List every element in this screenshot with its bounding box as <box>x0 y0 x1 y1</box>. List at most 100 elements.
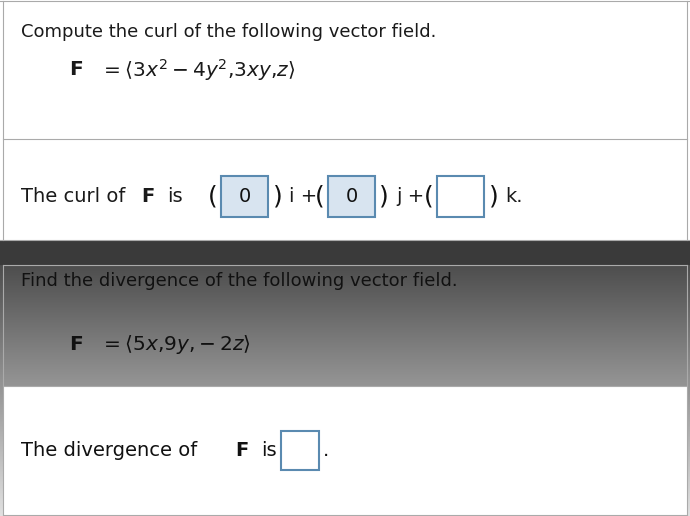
Polygon shape <box>0 266 690 268</box>
Bar <box>0 240 690 265</box>
Polygon shape <box>0 394 690 395</box>
Polygon shape <box>0 415 690 417</box>
Polygon shape <box>0 464 690 466</box>
Polygon shape <box>0 353 690 355</box>
Polygon shape <box>0 508 690 509</box>
Polygon shape <box>0 384 690 385</box>
Polygon shape <box>0 332 690 333</box>
Polygon shape <box>0 446 690 447</box>
Polygon shape <box>0 421 690 422</box>
Text: j +: j + <box>396 187 424 206</box>
Polygon shape <box>0 417 690 419</box>
Polygon shape <box>0 407 690 409</box>
Polygon shape <box>0 424 690 426</box>
Polygon shape <box>0 357 690 359</box>
Polygon shape <box>0 410 690 412</box>
Polygon shape <box>0 514 690 516</box>
Polygon shape <box>0 312 690 313</box>
Polygon shape <box>0 469 690 471</box>
Polygon shape <box>0 430 690 432</box>
Polygon shape <box>0 427 690 429</box>
Polygon shape <box>0 491 690 493</box>
Polygon shape <box>0 318 690 320</box>
Polygon shape <box>0 400 690 402</box>
Polygon shape <box>0 484 690 486</box>
Polygon shape <box>0 310 690 312</box>
Polygon shape <box>0 442 690 444</box>
Polygon shape <box>0 280 690 281</box>
Polygon shape <box>0 365 690 367</box>
Polygon shape <box>0 295 690 297</box>
Polygon shape <box>0 477 690 479</box>
Polygon shape <box>0 489 690 491</box>
Polygon shape <box>0 324 690 325</box>
Polygon shape <box>0 293 690 295</box>
Polygon shape <box>0 402 690 404</box>
Polygon shape <box>0 439 690 441</box>
Polygon shape <box>0 501 690 503</box>
Polygon shape <box>0 392 690 394</box>
Polygon shape <box>0 370 690 372</box>
Polygon shape <box>0 303 690 305</box>
Polygon shape <box>0 271 690 273</box>
Polygon shape <box>0 337 690 338</box>
Polygon shape <box>0 335 690 337</box>
Polygon shape <box>0 327 690 328</box>
Text: 0: 0 <box>346 187 358 206</box>
Polygon shape <box>0 412 690 414</box>
Polygon shape <box>0 444 690 446</box>
Polygon shape <box>0 419 690 421</box>
Polygon shape <box>0 278 690 280</box>
Polygon shape <box>0 414 690 415</box>
Text: $\mathbf{F}$: $\mathbf{F}$ <box>69 335 83 354</box>
Polygon shape <box>0 399 690 400</box>
Polygon shape <box>0 298 690 300</box>
Polygon shape <box>0 308 690 310</box>
Polygon shape <box>0 476 690 477</box>
Polygon shape <box>0 389 690 391</box>
Polygon shape <box>0 457 690 459</box>
Text: The curl of: The curl of <box>21 187 125 206</box>
Text: k.: k. <box>505 187 522 206</box>
Polygon shape <box>0 277 690 278</box>
Polygon shape <box>0 315 690 317</box>
Polygon shape <box>0 422 690 424</box>
Bar <box>3 386 687 515</box>
Polygon shape <box>0 494 690 496</box>
Polygon shape <box>0 404 690 406</box>
Polygon shape <box>0 461 690 462</box>
Polygon shape <box>0 338 690 340</box>
Polygon shape <box>0 513 690 514</box>
Polygon shape <box>0 459 690 461</box>
Polygon shape <box>0 273 690 275</box>
Polygon shape <box>0 471 690 473</box>
Polygon shape <box>0 453 690 454</box>
Polygon shape <box>0 345 690 347</box>
Polygon shape <box>0 281 690 283</box>
Text: is: is <box>261 441 277 460</box>
Polygon shape <box>0 488 690 489</box>
Polygon shape <box>0 496 690 497</box>
Polygon shape <box>0 313 690 315</box>
Polygon shape <box>0 364 690 365</box>
Text: $= \langle 5x\mathrm{,}9y\mathrm{,} - 2z \rangle$: $= \langle 5x\mathrm{,}9y\mathrm{,} - 2z… <box>100 333 251 356</box>
Text: $\mathbf{F}$: $\mathbf{F}$ <box>141 187 155 206</box>
Bar <box>0 0 690 240</box>
Polygon shape <box>0 328 690 330</box>
Polygon shape <box>0 268 690 270</box>
Polygon shape <box>0 466 690 467</box>
Polygon shape <box>0 497 690 499</box>
Polygon shape <box>0 352 690 353</box>
Polygon shape <box>0 305 690 307</box>
Text: Find the divergence of the following vector field.: Find the divergence of the following vec… <box>21 272 457 291</box>
Polygon shape <box>0 486 690 488</box>
Polygon shape <box>0 290 690 292</box>
Polygon shape <box>0 340 690 342</box>
Polygon shape <box>0 479 690 481</box>
Polygon shape <box>0 265 690 266</box>
Polygon shape <box>0 286 690 288</box>
Polygon shape <box>0 321 690 324</box>
Polygon shape <box>0 391 690 392</box>
Polygon shape <box>0 317 690 318</box>
Text: Compute the curl of the following vector field.: Compute the curl of the following vector… <box>21 23 436 41</box>
